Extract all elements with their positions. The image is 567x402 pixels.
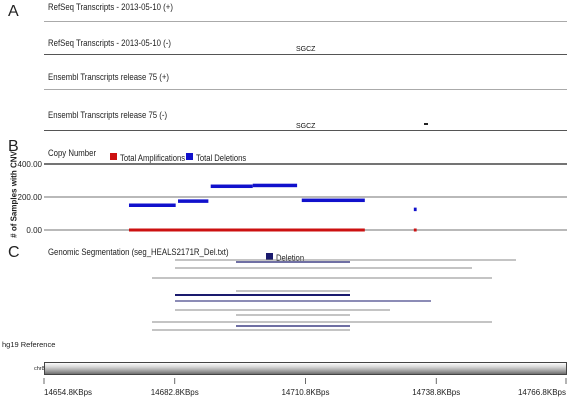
- x-tick-label: 14766.8KBps: [518, 388, 566, 397]
- track-baseline: [44, 89, 567, 90]
- track-title-ensembl-plus: Ensembl Transcripts release 75 (+): [48, 72, 170, 83]
- chromosome-label: chr8: [34, 366, 45, 372]
- legend-label-deletions: Total Deletions: [196, 153, 247, 163]
- segmentation-title: Genomic Segmentation (seg_HEALS2171R_Del…: [48, 247, 229, 258]
- chromosome-bar: [44, 362, 567, 375]
- x-tick-label: 14738.8KBps: [412, 388, 460, 397]
- track-baseline: [44, 21, 567, 22]
- copy-number-y-ticks: 400.00 200.00 0.00: [18, 160, 43, 235]
- legend-swatch-deletions: [186, 153, 193, 161]
- copy-number-bars: [128, 183, 417, 232]
- deletion-bar: [178, 199, 209, 203]
- amplification-bar: [128, 228, 365, 232]
- copy-number-legend: Total Amplifications: [110, 148, 197, 166]
- copy-number-title: Copy Number: [48, 148, 97, 159]
- copy-number-chart: 400.00 200.00 0.00: [18, 160, 567, 235]
- deletion-bar: [413, 207, 417, 212]
- gene-label-sgcz-refseq: SGCZ: [296, 46, 316, 53]
- track-title-ensembl-minus: Ensembl Transcripts release 75 (-): [48, 110, 168, 121]
- gene-label-sgcz-ensembl: SGCZ: [296, 123, 316, 130]
- reference-title: hg19 Reference: [2, 340, 56, 349]
- x-tick-label: 14710.8KBps: [281, 388, 329, 397]
- x-tick-label: 14654.8KBps: [44, 388, 92, 397]
- panel-label-c: C: [8, 244, 20, 261]
- legend-swatch-deletion: [266, 253, 273, 261]
- deletion-bar: [252, 183, 298, 188]
- legend-swatch-amplifications: [110, 153, 117, 161]
- panel-label-b: B: [8, 138, 19, 155]
- y-tick-label: 200.00: [18, 193, 43, 202]
- deletion-bar: [210, 184, 253, 189]
- deletion-bar: [128, 203, 176, 207]
- legend-item-amplifications: Total Amplifications: [110, 148, 197, 165]
- deletion-bar: [301, 198, 365, 203]
- axis-ticks: 14654.8KBps 14682.8KBps 14710.8KBps 14738.8…: [43, 378, 567, 397]
- x-tick-label: 14682.8KBps: [151, 388, 199, 397]
- segmentation-track: [152, 259, 516, 331]
- track-title-refseq-minus: RefSeq Transcripts - 2013-05-10 (-): [48, 38, 171, 49]
- panel-label-a: A: [8, 3, 19, 20]
- legend-label-amplifications: Total Amplifications: [120, 153, 186, 163]
- y-tick-label: 0.00: [26, 226, 42, 235]
- feature-mark: [424, 123, 428, 125]
- y-tick-label: 400.00: [18, 160, 43, 169]
- copy-number-grid: [44, 163, 567, 231]
- legend-label-deletion: Deletion: [276, 253, 305, 263]
- track-baseline: [44, 54, 567, 55]
- track-title-refseq-plus: RefSeq Transcripts - 2013-05-10 (+): [48, 2, 173, 13]
- track-baseline: [44, 130, 567, 131]
- reference-axis: 14654.8KBps 14682.8KBps 14710.8KBps 14738.8…: [43, 378, 567, 397]
- segmentation-legend: Deletion: [266, 248, 309, 266]
- amplification-bar: [413, 228, 417, 232]
- copy-number-legend-2: Total Deletions: [186, 148, 255, 166]
